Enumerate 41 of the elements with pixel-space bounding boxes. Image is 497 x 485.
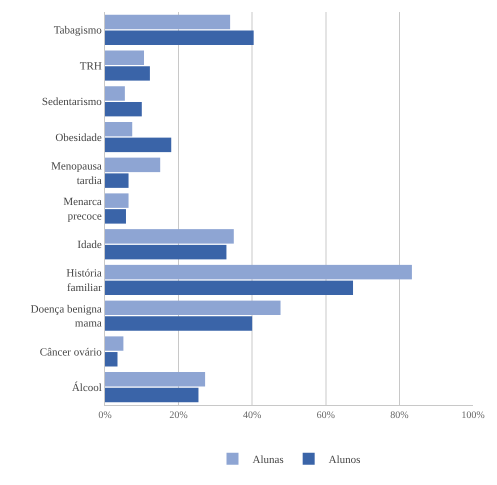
- bar: [105, 388, 198, 402]
- legend-label: Alunas: [252, 454, 284, 466]
- x-tick-label: 40%: [243, 410, 262, 421]
- bar: [105, 102, 142, 116]
- bar: [105, 336, 124, 351]
- bar: [105, 86, 125, 101]
- bar: [105, 280, 354, 296]
- y-tick-label: Menopausa tardia: [51, 160, 102, 187]
- bar: [105, 122, 132, 136]
- bar: [105, 173, 129, 188]
- bar: [105, 14, 230, 30]
- bar: [105, 209, 126, 224]
- legend-label: Alunos: [328, 454, 360, 466]
- y-tick-label: Doença benigna mama: [30, 303, 102, 330]
- bar: [105, 316, 252, 331]
- bar: [105, 193, 129, 208]
- y-tick-label: Sedentarismo: [42, 96, 102, 108]
- y-tick-label: Tabagismo: [54, 24, 102, 37]
- x-tick-label: 0%: [98, 410, 112, 421]
- bar: [105, 50, 144, 65]
- bar: [105, 66, 150, 81]
- bar: [105, 352, 118, 366]
- bar: [105, 30, 254, 45]
- bar: [105, 229, 234, 244]
- bar: [105, 300, 281, 316]
- bar: [105, 138, 172, 152]
- bar: [105, 372, 206, 387]
- x-tick-label: 20%: [169, 410, 188, 421]
- y-tick-label: Idade: [77, 239, 102, 252]
- x-tick-label: 80%: [390, 410, 409, 421]
- bar: [105, 264, 412, 280]
- bar: [105, 244, 226, 260]
- y-tick-label: Obesidade: [55, 132, 102, 144]
- y-tick-label: Álcool: [72, 380, 102, 394]
- y-tick-label: História familiar: [66, 268, 102, 294]
- x-tick-label: 60%: [316, 410, 335, 421]
- x-tick-label: 100%: [461, 410, 485, 421]
- y-tick-label: Câncer ovário: [40, 346, 102, 358]
- y-tick-label: Menarca precoce: [63, 196, 102, 222]
- y-tick-label: TRH: [80, 60, 102, 72]
- bar: [105, 158, 160, 172]
